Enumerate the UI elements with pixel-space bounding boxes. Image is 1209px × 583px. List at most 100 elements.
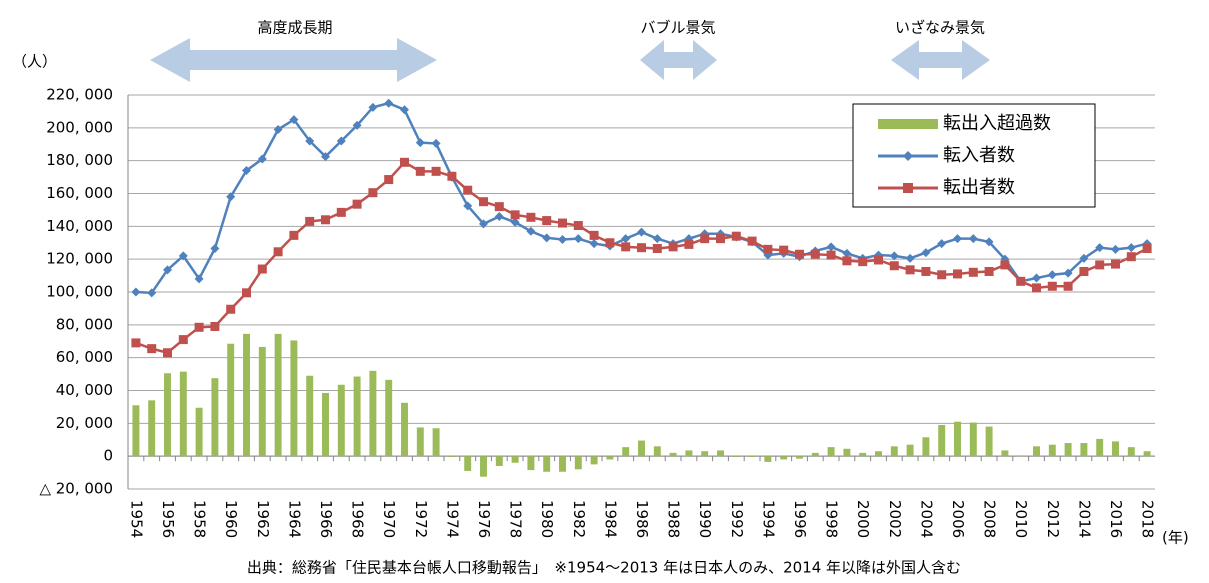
bar — [1127, 447, 1135, 457]
bar — [875, 451, 882, 457]
marker — [921, 266, 931, 276]
legend-label: 転出者数 — [943, 177, 1015, 198]
x-tick-label: 1988 — [665, 500, 683, 538]
bar — [1143, 451, 1151, 457]
annotation: いざなみ景気 — [895, 19, 985, 37]
bar — [859, 452, 867, 457]
marker — [795, 249, 804, 259]
marker — [1063, 281, 1073, 291]
legend-swatch — [878, 119, 938, 129]
x-tick-label: 1954 — [127, 500, 145, 538]
marker — [668, 242, 678, 252]
y-tick-label: 40, 000 — [56, 381, 113, 399]
bar — [211, 378, 219, 457]
bar — [258, 346, 266, 457]
marker — [1095, 243, 1105, 253]
marker — [336, 207, 346, 217]
marker — [716, 234, 725, 244]
bar — [590, 456, 598, 465]
marker — [194, 322, 204, 332]
x-tick-label: 2012 — [1044, 500, 1062, 538]
y-tick-label: 180, 000 — [46, 151, 113, 169]
marker — [305, 136, 315, 146]
marker — [874, 255, 883, 265]
bar — [179, 371, 187, 457]
bar — [337, 384, 345, 457]
marker — [652, 234, 662, 244]
arrow — [150, 38, 437, 82]
marker — [479, 219, 488, 229]
marker — [226, 192, 236, 202]
bar — [954, 421, 961, 457]
legend-marker — [903, 151, 913, 161]
marker — [542, 233, 552, 243]
bar — [780, 456, 788, 460]
x-tick-label: 1956 — [159, 500, 177, 538]
x-tick-label: 1992 — [728, 500, 746, 538]
bar — [1080, 443, 1088, 457]
legend-label: 転出入超過数 — [943, 113, 1051, 134]
x-tick-label: 2006 — [949, 500, 967, 538]
bar — [480, 456, 487, 477]
x-tick-label: 1996 — [791, 500, 809, 538]
marker — [400, 157, 409, 167]
marker — [352, 199, 362, 209]
marker — [905, 265, 915, 275]
marker — [889, 251, 899, 261]
marker — [415, 138, 425, 148]
marker — [621, 242, 631, 252]
marker — [510, 210, 520, 220]
x-tick-label: 2016 — [1107, 500, 1125, 538]
bar — [132, 405, 140, 457]
bar — [306, 375, 314, 457]
bar — [922, 437, 930, 457]
marker — [226, 304, 236, 314]
legend-marker — [903, 183, 913, 193]
marker — [605, 238, 615, 248]
marker — [463, 185, 473, 195]
marker — [242, 288, 251, 298]
x-tick-label: 1972 — [412, 500, 430, 538]
marker — [589, 230, 599, 240]
marker — [336, 136, 346, 146]
x-tick-label: 1982 — [570, 500, 588, 538]
marker — [194, 274, 204, 284]
x-tick-label: 1994 — [759, 500, 777, 538]
marker — [431, 138, 441, 148]
marker — [178, 251, 188, 261]
marker — [526, 212, 536, 222]
bar — [1033, 446, 1040, 457]
bar — [1017, 455, 1025, 457]
marker — [589, 239, 599, 249]
marker — [826, 250, 836, 260]
marker — [131, 338, 141, 348]
marker — [1142, 243, 1152, 253]
marker — [842, 256, 852, 266]
bar — [622, 447, 630, 457]
x-tick-label: 2014 — [1075, 500, 1093, 538]
marker — [431, 166, 441, 176]
x-tick-label: 1966 — [317, 500, 335, 538]
legend-label: 転入者数 — [943, 145, 1015, 166]
marker — [621, 234, 631, 244]
bar — [432, 428, 440, 457]
arrow — [891, 40, 990, 80]
marker — [652, 243, 662, 253]
marker — [779, 245, 789, 255]
marker — [273, 247, 283, 257]
marker — [984, 237, 994, 247]
marker — [889, 261, 899, 271]
x-tick-label: 2004 — [917, 500, 935, 538]
marker — [905, 253, 915, 263]
marker — [684, 239, 694, 249]
marker — [242, 166, 251, 176]
x-tick-label: 1960 — [222, 500, 240, 538]
x-tick-label: 1998 — [823, 500, 841, 538]
arrow — [640, 40, 717, 80]
marker — [542, 216, 552, 226]
bar — [574, 456, 582, 470]
marker — [147, 288, 157, 298]
bar — [527, 456, 535, 471]
bar — [764, 456, 772, 462]
